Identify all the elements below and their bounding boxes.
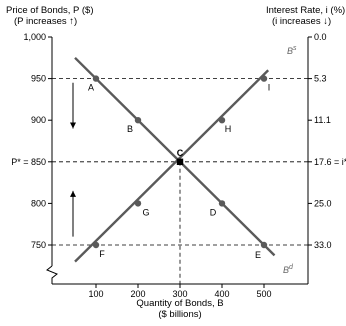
supply-curve [74, 69, 270, 263]
x-tick-label-100: 100 [88, 289, 103, 299]
demand-curve [74, 56, 276, 257]
point-E [260, 241, 268, 249]
point-label-D: D [210, 207, 217, 217]
right-tick-label-850: 17.6 = i* [314, 157, 346, 167]
right-tick-label-800: 25.0 [314, 198, 332, 208]
x-tick-label-300: 300 [172, 289, 187, 299]
left-tick-label-800: 800 [31, 198, 46, 208]
axis-break-icon [46, 265, 58, 284]
right-axis-title-line1: Interest Rate, i (%) [266, 5, 345, 16]
x-tick-label-200: 200 [130, 289, 145, 299]
demand-curve-label: Bd [283, 264, 294, 275]
left-tick-label-950: 950 [31, 74, 46, 84]
equilibrium-point [176, 158, 184, 165]
point-label-G: G [142, 207, 149, 217]
point-A [92, 75, 100, 82]
right-tick-label-900: 11.1 [314, 115, 331, 125]
left-axis-title-line2: (P increases ↑) [14, 16, 77, 27]
left-tick-label-1000: 1,000 [23, 32, 46, 42]
left-tick-label-750: 750 [31, 240, 46, 250]
right-axis-title-line2: (i increases ↓) [272, 16, 331, 27]
right-tick-label-950: 5.3 [314, 74, 327, 84]
point-B [134, 117, 142, 124]
point-label-H: H [225, 124, 232, 134]
supply-curve-label: Bs [287, 45, 297, 56]
left-tick-label-900: 900 [31, 115, 46, 125]
point-label-B: B [127, 124, 133, 134]
point-G [134, 200, 142, 207]
x-tick-label-400: 400 [214, 289, 229, 299]
point-label-C: C [177, 148, 184, 158]
point-I [260, 75, 268, 82]
left-tick-label-850: P* = 850 [11, 157, 46, 167]
point-H [218, 117, 226, 124]
left-axis-title-line1: Price of Bonds, P ($) [6, 5, 93, 16]
point-label-I: I [268, 83, 271, 93]
plot-area: 1,000 950 900 P* = 850 800 750 0.0 5.3 11.1 17.6 … [11, 32, 346, 299]
right-tick-label-1000: 0.0 [314, 32, 327, 42]
right-tick-label-750: 33.0 [314, 240, 332, 250]
arrow-head-down-icon [70, 122, 76, 129]
point-F [92, 241, 100, 249]
x-axis-title-line2: ($ billions) [158, 309, 201, 320]
point-label-E: E [255, 250, 261, 260]
point-label-A: A [88, 83, 94, 93]
x-tick-label-500: 500 [256, 289, 271, 299]
point-label-F: F [99, 249, 105, 259]
arrow-head-up-icon [70, 190, 76, 197]
x-axis-title-line1: Quantity of Bonds, B [136, 298, 223, 309]
point-D [218, 200, 226, 207]
